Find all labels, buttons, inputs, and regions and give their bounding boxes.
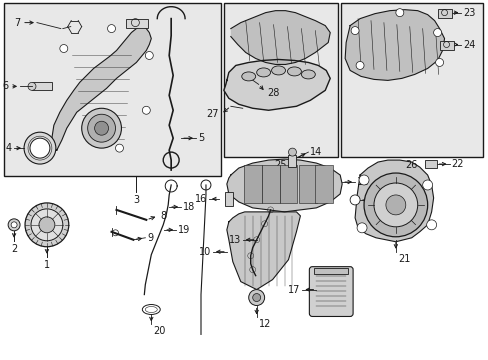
Ellipse shape <box>256 68 270 77</box>
Circle shape <box>8 219 20 231</box>
Bar <box>243 165 261 203</box>
Circle shape <box>426 220 436 230</box>
Text: 26: 26 <box>405 160 417 170</box>
FancyBboxPatch shape <box>309 267 352 316</box>
Text: 19: 19 <box>178 225 190 235</box>
Text: 7: 7 <box>14 18 20 28</box>
Polygon shape <box>345 10 444 80</box>
Text: 22: 22 <box>450 159 463 169</box>
Text: 11: 11 <box>356 177 368 187</box>
Text: 25: 25 <box>274 160 286 170</box>
Circle shape <box>435 58 443 67</box>
Text: 4: 4 <box>6 143 12 153</box>
Bar <box>224 3 338 157</box>
Circle shape <box>107 24 115 32</box>
Text: 5: 5 <box>198 133 204 143</box>
Bar <box>288 155 296 167</box>
Text: 12: 12 <box>258 319 270 329</box>
Text: 27: 27 <box>206 109 219 119</box>
Text: 10: 10 <box>198 247 210 257</box>
Circle shape <box>145 51 153 59</box>
Circle shape <box>355 62 363 69</box>
Text: 24: 24 <box>463 40 475 50</box>
Circle shape <box>385 195 405 215</box>
Text: 16: 16 <box>194 194 206 204</box>
Text: 20: 20 <box>153 327 165 337</box>
Circle shape <box>95 121 108 135</box>
Text: 17: 17 <box>287 284 300 294</box>
Polygon shape <box>226 159 342 212</box>
Polygon shape <box>226 212 300 289</box>
Bar <box>126 19 148 28</box>
Circle shape <box>350 27 358 35</box>
Ellipse shape <box>287 67 301 76</box>
Ellipse shape <box>241 72 255 81</box>
Text: 15: 15 <box>373 195 386 205</box>
Bar <box>437 9 450 18</box>
Circle shape <box>373 183 417 227</box>
Text: 14: 14 <box>310 147 322 157</box>
Circle shape <box>81 108 121 148</box>
Circle shape <box>11 222 17 228</box>
Circle shape <box>142 106 150 114</box>
Circle shape <box>115 144 123 152</box>
Text: 6: 6 <box>2 81 8 91</box>
Text: 13: 13 <box>228 235 240 245</box>
Text: 28: 28 <box>267 88 280 98</box>
Ellipse shape <box>142 305 160 315</box>
Text: 3: 3 <box>133 195 139 205</box>
Polygon shape <box>52 26 151 150</box>
Polygon shape <box>230 11 329 64</box>
Bar <box>224 192 232 206</box>
Bar <box>279 165 297 203</box>
Bar <box>32 82 52 90</box>
Circle shape <box>30 138 50 158</box>
Text: 2: 2 <box>11 244 17 254</box>
Circle shape <box>356 223 366 233</box>
Bar <box>299 165 317 203</box>
Text: 23: 23 <box>463 8 475 18</box>
Circle shape <box>252 293 260 302</box>
Circle shape <box>31 209 62 241</box>
Circle shape <box>288 148 296 156</box>
Ellipse shape <box>271 66 285 75</box>
Polygon shape <box>354 160 433 242</box>
Bar <box>341 3 482 157</box>
Bar <box>424 160 436 168</box>
Circle shape <box>358 175 368 185</box>
Text: 1: 1 <box>44 260 50 270</box>
Circle shape <box>24 132 56 164</box>
Text: 18: 18 <box>183 202 195 212</box>
Circle shape <box>87 114 115 142</box>
Circle shape <box>39 217 55 233</box>
Circle shape <box>433 28 441 37</box>
Circle shape <box>25 203 69 247</box>
Circle shape <box>349 195 359 205</box>
Circle shape <box>422 180 432 190</box>
Text: 9: 9 <box>147 233 153 243</box>
Polygon shape <box>224 59 329 110</box>
Circle shape <box>395 9 403 17</box>
Bar <box>4 3 221 176</box>
Ellipse shape <box>301 70 315 79</box>
Circle shape <box>363 173 427 237</box>
Bar <box>261 165 279 203</box>
Circle shape <box>28 82 36 90</box>
Bar <box>314 268 347 274</box>
Circle shape <box>60 45 68 53</box>
Text: 21: 21 <box>397 254 409 264</box>
Circle shape <box>248 289 264 306</box>
Bar <box>315 165 332 203</box>
Bar <box>439 41 452 50</box>
Text: 8: 8 <box>160 211 166 221</box>
